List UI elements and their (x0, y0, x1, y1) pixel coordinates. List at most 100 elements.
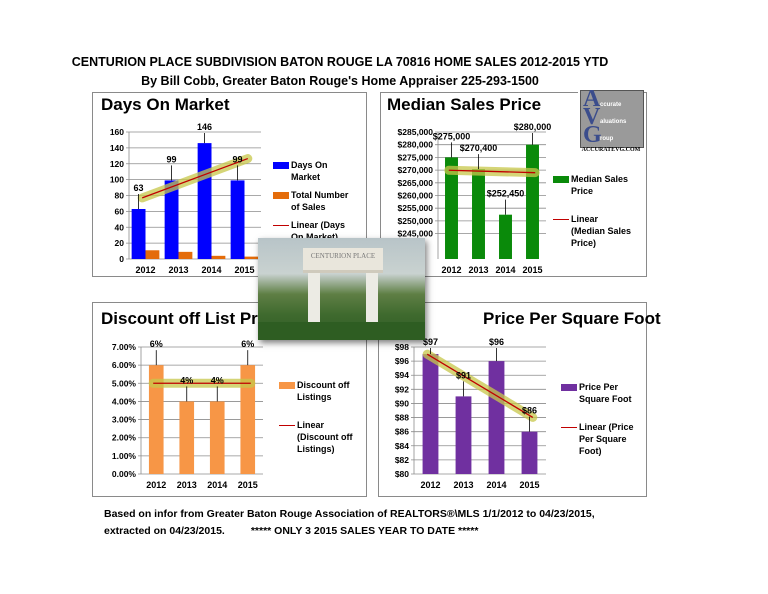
y-tick-label: 3.00% (112, 415, 137, 425)
x-tick-label: 2012 (135, 265, 155, 275)
y-tick-label: $94 (395, 370, 409, 380)
legend-entry: Days On Market (273, 159, 353, 183)
legend-entry: Total Number of Sales (273, 189, 353, 213)
y-tick-label: 40 (115, 222, 125, 232)
sales-warning: ***** ONLY 3 2015 SALES YEAR TO DATE ***… (250, 525, 479, 537)
y-tick-label: $88 (395, 413, 409, 423)
legend-entry: Price Per Square Foot (561, 381, 641, 405)
y-tick-label: 1.00% (112, 451, 137, 461)
x-tick-label: 2015 (234, 265, 254, 275)
bar-discount-off-listings (148, 365, 164, 474)
x-tick-label: 2014 (486, 480, 506, 490)
bar-median-sales-price (445, 157, 458, 259)
y-tick-label: $98 (395, 342, 409, 352)
data-label: 4% (211, 375, 224, 385)
legend-label: Price Per Square Foot (579, 382, 632, 404)
y-tick-label: 4.00% (112, 396, 137, 406)
data-label: $275,000 (433, 131, 471, 141)
y-tick-label: 100 (110, 175, 124, 185)
data-label: $252,450 (487, 189, 525, 199)
legend-label: Discount off Listings (297, 380, 350, 402)
y-tick-label: 160 (110, 127, 124, 137)
legend-entry: Discount off Listings (279, 379, 359, 403)
y-tick-label: $84 (395, 441, 409, 451)
legend-color-swatch (561, 384, 577, 391)
logo-word-1: ccurate (600, 102, 622, 108)
y-tick-label: 20 (115, 238, 125, 248)
logo-letter-a: A (583, 86, 601, 112)
bar-days-on-market (164, 180, 179, 259)
bar-days-on-market (197, 143, 212, 259)
data-label: 146 (197, 122, 212, 132)
data-label: $96 (489, 337, 504, 347)
x-tick-label: 2013 (168, 265, 188, 275)
bar-price-per-square-foot (455, 396, 472, 474)
chart-title: Discount off List Price (101, 309, 282, 328)
centurion-place-entrance-photo: CENTURION PLACE (258, 238, 425, 340)
x-tick-label: 2012 (146, 480, 166, 490)
data-label: $270,400 (460, 143, 498, 153)
data-label: 4% (180, 375, 193, 385)
bar-discount-off-listings (179, 401, 195, 474)
legend-label: Total Number of Sales (291, 190, 349, 212)
y-tick-label: 0.00% (112, 469, 137, 479)
legend-label: Linear (Discount off Listings) (297, 420, 353, 454)
y-tick-label: $265,000 (398, 178, 434, 188)
trendline (426, 353, 534, 418)
y-tick-label: $90 (395, 398, 409, 408)
bar-price-per-square-foot (521, 431, 538, 474)
legend-label: Linear (Median Sales Price) (571, 214, 632, 248)
data-label: 99 (167, 154, 177, 164)
legend-color-swatch (273, 162, 289, 169)
accurate-valuations-group-logo: A V G ccurate aluations roup ACCURATEVG.… (578, 86, 644, 158)
x-tick-label: 2015 (238, 480, 258, 490)
bar-discount-off-listings (240, 365, 256, 474)
bar-total-number-of-sales (178, 251, 193, 259)
y-tick-label: $250,000 (398, 216, 434, 226)
y-tick-label: $96 (395, 356, 409, 366)
logo-letter-v: V (583, 104, 601, 130)
x-tick-label: 2015 (519, 480, 539, 490)
report-subtitle: By Bill Cobb, Greater Baton Rouge's Home… (141, 74, 539, 88)
logo-word-3: roup (600, 136, 614, 142)
legend-entry: Linear (Median Sales Price) (553, 213, 633, 249)
chart-title: Price Per Square Foot (483, 309, 661, 328)
chart-canvas: $80 $82 $84 $86 $88 $90 $92 $94 $96 $98 2012 2013 20… (395, 337, 546, 490)
x-tick-label: 2014 (495, 265, 515, 275)
bar-median-sales-price (499, 214, 512, 259)
y-tick-label: $92 (395, 384, 409, 394)
chart-canvas: 0.00% 1.00% 2.00% 3.00% 4.00% 5.00% 6.00% 7.00%… (112, 339, 263, 490)
legend-color-swatch (279, 382, 295, 389)
bar-total-number-of-sales (145, 250, 160, 259)
bar-days-on-market (131, 208, 146, 259)
data-label: $86 (522, 406, 537, 416)
extraction-date: extracted on 04/23/2015. (104, 525, 225, 537)
logo-word-2: aluations (600, 119, 627, 125)
y-tick-label: $255,000 (398, 203, 434, 213)
entrance-sign-text: CENTURION PLACE (310, 252, 376, 260)
bar-days-on-market (230, 180, 245, 259)
discount-off-list-price-chart: 0.00% 1.00% 2.00% 3.00% 4.00% 5.00% 6.00% 7.00%… (92, 302, 367, 497)
chart-canvas: 0 20 40 60 80 100 120 140 160 2012 2013 2014 2015 63 9… (110, 122, 261, 275)
y-tick-label: 2.00% (112, 433, 137, 443)
y-tick-label: 5.00% (112, 378, 137, 388)
x-tick-label: 2013 (177, 480, 197, 490)
report-title: CENTURION PLACE SUBDIVISION BATON ROUGE … (71, 55, 609, 69)
days-on-market-chart: 0 20 40 60 80 100 120 140 160 2012 2013 2014 2015 63 9… (92, 92, 367, 277)
bar-total-number-of-sales (211, 255, 226, 259)
x-tick-label: 2014 (207, 480, 227, 490)
y-tick-label: $280,000 (398, 140, 434, 150)
data-label: $97 (423, 337, 438, 347)
data-label: 99 (233, 154, 243, 164)
legend-label: Linear (Price Per Square Foot) (579, 422, 634, 456)
data-label: 63 (134, 183, 144, 193)
x-tick-label: 2014 (201, 265, 221, 275)
y-tick-label: 7.00% (112, 342, 137, 352)
y-tick-label: $245,000 (398, 229, 434, 239)
bar-price-per-square-foot (488, 361, 505, 474)
legend-color-swatch (273, 192, 289, 199)
bar-discount-off-listings (209, 401, 225, 474)
legend-label: Median Sales Price (571, 174, 629, 196)
chart-title: Days On Market (101, 95, 230, 114)
legend-line-swatch (279, 425, 295, 426)
